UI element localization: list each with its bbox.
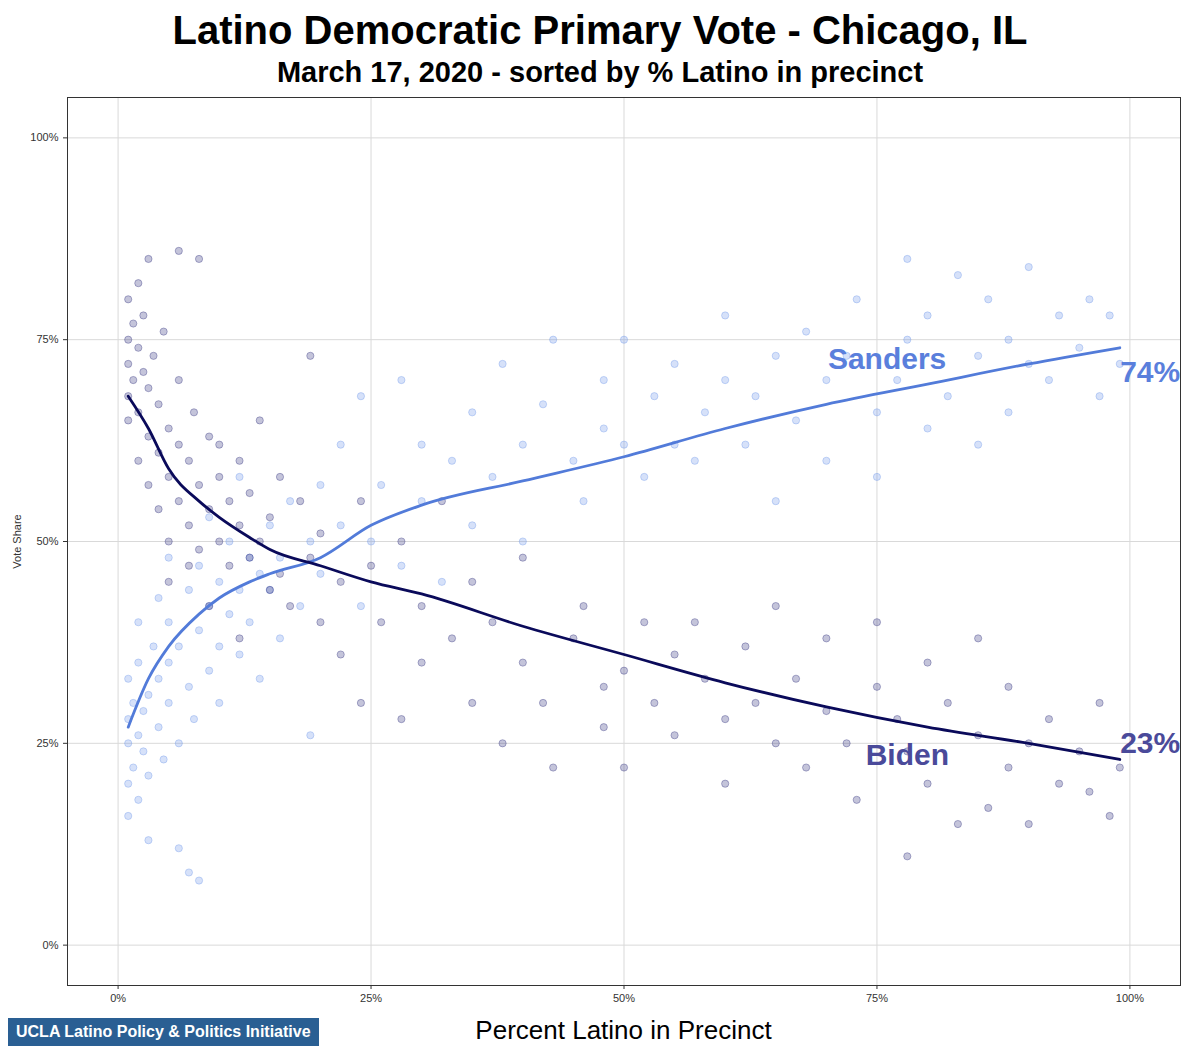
svg-text:100%: 100% <box>30 131 58 143</box>
svg-text:25%: 25% <box>360 992 382 1004</box>
svg-text:Biden: Biden <box>866 738 949 771</box>
svg-text:100%: 100% <box>1116 992 1144 1004</box>
svg-text:50%: 50% <box>36 535 58 547</box>
svg-text:Vote Share: Vote Share <box>11 514 23 568</box>
svg-text:0%: 0% <box>43 939 59 951</box>
svg-text:75%: 75% <box>866 992 888 1004</box>
html-text:Latino Democratic Primary Vote: Latino Democratic Primary Vote - Chicago… <box>172 8 1028 52</box>
html-text:March 17, 2020 - sorted by % L: March 17, 2020 - sorted by % Latino in p… <box>276 56 924 88</box>
svg-text:25%: 25% <box>36 737 58 749</box>
html-text:UCLA Latino Policy & Politics: UCLA Latino Policy & Politics Initiative <box>16 1023 311 1040</box>
svg-text:23%: 23% <box>1120 726 1180 759</box>
svg-text:Sanders: Sanders <box>828 342 946 375</box>
svg-text:75%: 75% <box>36 333 58 345</box>
svg-text:50%: 50% <box>613 992 635 1004</box>
html-text:Percent Latino in Precinct: Percent Latino in Precinct <box>475 1015 772 1045</box>
svg-text:74%: 74% <box>1120 355 1180 388</box>
svg-text:0%: 0% <box>110 992 126 1004</box>
